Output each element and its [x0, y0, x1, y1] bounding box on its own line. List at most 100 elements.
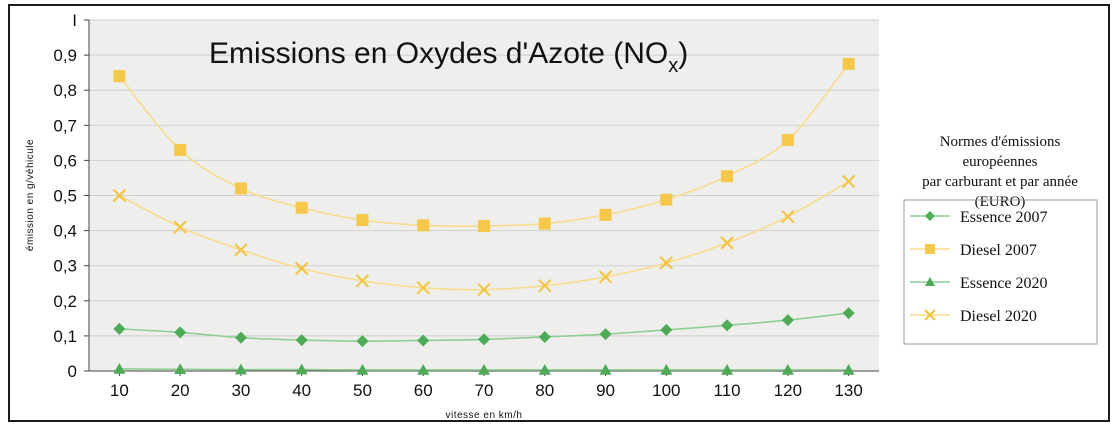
y-tick-label: 0: [68, 362, 77, 381]
data-point-diesel-2007: [599, 208, 612, 221]
y-tick-label: 0,4: [53, 222, 77, 241]
legend-marker: [925, 277, 935, 286]
data-point-diesel-2007: [295, 201, 308, 214]
chart-title-main: Emissions en Oxydes d'Azote (NO: [209, 37, 668, 70]
series-diesel-2007: [113, 57, 855, 233]
data-point-essence-2020: [538, 363, 551, 375]
x-axis-label: vitesse en km/h: [446, 410, 523, 421]
x-tick-label: 50: [353, 381, 372, 400]
data-point-diesel-2007: [478, 220, 490, 233]
chart-title: Emissions en Oxydes d'Azote (NOx): [209, 37, 688, 77]
axes: 0 0,1 0,2 0,3 0,4 0,5 0,6 0,7 0,8 0,9 I 10 20 30 40 50 6…: [53, 11, 879, 400]
data-point-essence-2020: [721, 363, 734, 375]
legend-marker: [925, 244, 935, 254]
y-tick-label: I: [72, 11, 77, 30]
data-point-essence-2020: [599, 363, 612, 375]
grid-lines: [89, 19, 879, 337]
data-point-essence-2007: [234, 331, 247, 344]
y-tick-label: 0,3: [53, 257, 77, 276]
data-point-essence-2020: [478, 363, 490, 375]
legend: Essence 2007 Diesel 2007 Essence 2020 Diese…: [910, 209, 1048, 325]
x-tick-label: 100: [652, 381, 680, 400]
x-tick-label: 80: [535, 381, 554, 400]
legend-label: Diesel 2007: [960, 242, 1037, 259]
legend-item-essence-2007: Essence 2007: [910, 209, 1048, 226]
data-point-essence-2020: [842, 363, 855, 375]
data-point-essence-2007: [721, 319, 734, 332]
legend-title-line: (EURO): [975, 194, 1026, 210]
y-tick-label: 0,8: [53, 81, 77, 100]
y-tick-label: 0,5: [53, 187, 77, 206]
legend-title-line: Normes d'émissions: [940, 134, 1061, 150]
data-point-diesel-2020: [112, 188, 127, 203]
x-tick-label: 60: [414, 381, 433, 400]
data-point-essence-2007: [356, 335, 369, 348]
legend-item-diesel-2007: Diesel 2007: [910, 242, 1037, 259]
data-point-diesel-2007: [538, 217, 551, 230]
data-point-diesel-2020: [294, 261, 309, 276]
data-point-diesel-2007: [660, 193, 673, 206]
data-point-diesel-2007: [842, 57, 855, 70]
y-axis-label: émission en g/véhicule: [25, 139, 36, 251]
x-tick-label: 90: [596, 381, 615, 400]
data-point-diesel-2007: [781, 134, 794, 147]
legend-marker: [925, 211, 935, 221]
legend-box: [903, 199, 1098, 345]
legend-item-diesel-2020: Diesel 2020: [910, 308, 1037, 325]
y-tick-label: 0,7: [53, 116, 77, 135]
data-point-diesel-2007: [174, 143, 187, 156]
data-point-essence-2007: [842, 307, 855, 320]
data-point-diesel-2007: [417, 219, 430, 232]
legend-item-essence-2020: Essence 2020: [910, 275, 1048, 292]
data-point-essence-2007: [174, 326, 187, 339]
data-point-diesel-2020: [355, 274, 370, 288]
legend-title-line: par carburant et par année: [922, 174, 1078, 190]
y-tick-label: 0,2: [53, 292, 77, 311]
data-point-diesel-2007: [113, 70, 126, 83]
data-point-diesel-2020: [173, 220, 187, 234]
legend-label: Essence 2020: [960, 275, 1048, 292]
data-point-diesel-2007: [234, 182, 247, 195]
x-tick-label: 110: [714, 381, 741, 400]
series-layer: [112, 57, 856, 375]
data-point-essence-2007: [781, 314, 794, 327]
y-tick-label: 0,1: [53, 327, 77, 346]
x-tick-label: 130: [834, 381, 862, 400]
chart-title-subscript: x: [668, 55, 678, 77]
y-tick-label: 0,9: [53, 46, 77, 65]
data-point-diesel-2007: [721, 170, 734, 183]
data-point-essence-2020: [295, 363, 308, 375]
data-point-essence-2020: [113, 362, 126, 374]
x-tick-label: 30: [231, 381, 250, 400]
data-point-essence-2007: [660, 323, 673, 336]
data-point-essence-2020: [234, 363, 247, 375]
x-tick-label: 40: [292, 381, 311, 400]
data-point-essence-2007: [417, 334, 430, 347]
data-point-essence-2020: [781, 363, 794, 375]
legend-marker: [924, 309, 936, 321]
data-point-essence-2020: [417, 363, 430, 375]
series-diesel-2020: [112, 174, 856, 297]
data-point-diesel-2020: [598, 270, 613, 284]
data-point-diesel-2020: [477, 282, 491, 297]
series-essence-2007: [113, 307, 855, 348]
data-point-diesel-2007: [356, 214, 369, 227]
data-point-diesel-2020: [538, 278, 552, 293]
data-point-essence-2007: [295, 334, 308, 347]
y-tick-label: 0,6: [53, 151, 77, 170]
data-point-diesel-2020: [416, 281, 430, 295]
data-point-diesel-2020: [234, 243, 248, 257]
data-point-essence-2007: [599, 328, 612, 341]
data-point-diesel-2020: [781, 209, 795, 224]
series-essence-2020: [113, 362, 855, 375]
chart-title-close: ): [678, 37, 688, 70]
data-point-diesel-2020: [841, 174, 856, 189]
data-point-essence-2007: [538, 330, 551, 343]
legend-title: Normes d'émissions européennes par carbu…: [922, 134, 1078, 210]
x-tick-label: 120: [774, 381, 802, 400]
data-point-essence-2020: [174, 363, 187, 375]
x-tick-label: 20: [171, 381, 190, 400]
legend-label: Essence 2007: [960, 209, 1048, 226]
data-point-diesel-2020: [720, 236, 734, 250]
